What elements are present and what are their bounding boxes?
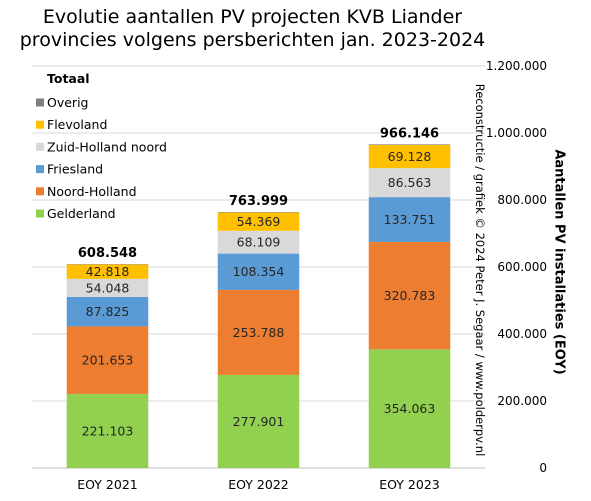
bar-segment-noord-holland: [368, 241, 451, 350]
bar-segment-gelderland: [217, 374, 300, 468]
chart-title-line-2: provincies volgens persberichten jan. 20…: [19, 29, 486, 51]
bar-segment-zuid-holland-noord: [368, 168, 451, 198]
legend-swatch-gelderland: [36, 209, 44, 218]
legend-swatch-friesland: [36, 165, 44, 174]
watermark-text: Reconstructie / grafiek © 2024 Peter J. …: [473, 83, 487, 457]
bar-segment-friesland: [368, 197, 451, 242]
data-label: 87.825: [86, 304, 130, 319]
total-label: 763.999: [229, 194, 288, 209]
legend-label: Noord-Holland: [47, 184, 137, 199]
bar-segment-gelderland: [66, 393, 149, 468]
bar-segment-friesland: [217, 253, 300, 290]
y-tick-label: 1.000.000: [486, 126, 547, 140]
bar-segment-flevoland: [217, 212, 300, 231]
legend-title: Totaal: [47, 71, 90, 86]
bar-segment-zuid-holland-noord: [217, 230, 300, 254]
data-label: 86.563: [388, 175, 432, 190]
y-tick-label: 1.200.000: [486, 59, 547, 73]
legend-label: Flevoland: [47, 117, 107, 132]
data-label: 108.354: [233, 264, 285, 279]
total-label: 608.548: [78, 246, 137, 261]
legend-label: Overig: [47, 95, 88, 110]
bar-segment-friesland: [66, 296, 149, 327]
legend-label: Zuid-Holland noord: [47, 139, 167, 154]
data-label: 54.369: [237, 214, 281, 229]
data-label: 42.818: [86, 264, 130, 279]
data-label: 277.901: [233, 414, 285, 429]
data-label: 221.103: [82, 423, 134, 438]
y-axis-title-text: Aantallen PV installaties (EOY): [551, 149, 567, 375]
chart-title: Evolutie aantallen PV projecten KVB Lian…: [0, 6, 505, 52]
chart-title-line-1: Evolutie aantallen PV projecten KVB Lian…: [42, 6, 463, 28]
bar-segment-flevoland: [368, 144, 451, 169]
legend-label: Friesland: [47, 162, 103, 177]
y-tick-label: 400.000: [497, 327, 547, 341]
legend-swatch-flevoland: [36, 120, 44, 129]
data-label: 133.751: [384, 212, 436, 227]
bar-segment-flevoland: [66, 264, 149, 279]
x-tick-label: EOY 2022: [228, 477, 288, 492]
legend-swatch-overig: [36, 98, 44, 107]
legend-swatch-zuid-holland-noord: [36, 142, 44, 151]
legend-swatch-noord-holland: [36, 187, 44, 196]
data-label: 320.783: [384, 288, 436, 303]
data-label: 54.048: [86, 280, 130, 295]
data-label: 253.788: [233, 325, 285, 340]
bar-segment-noord-holland: [66, 326, 149, 394]
x-tick-label: EOY 2021: [77, 477, 137, 492]
bar-segment-gelderland: [368, 349, 451, 468]
y-tick-label: 200.000: [497, 394, 547, 408]
data-label: 69.128: [388, 149, 432, 164]
bar-segment-zuid-holland-noord: [66, 278, 149, 297]
data-label: 201.653: [82, 353, 134, 368]
x-tick-label: EOY 2023: [379, 477, 439, 492]
data-label: 68.109: [237, 235, 281, 250]
y-tick-label: 800.000: [497, 193, 547, 207]
legend-label: Gelderland: [47, 206, 116, 221]
total-label: 966.146: [380, 126, 439, 141]
data-label: 354.063: [384, 401, 436, 416]
y-tick-label: 600.000: [497, 260, 547, 274]
bar-segment-noord-holland: [217, 289, 300, 375]
bar-segment-overig: [368, 144, 451, 145]
y-tick-label: 0: [539, 461, 547, 475]
